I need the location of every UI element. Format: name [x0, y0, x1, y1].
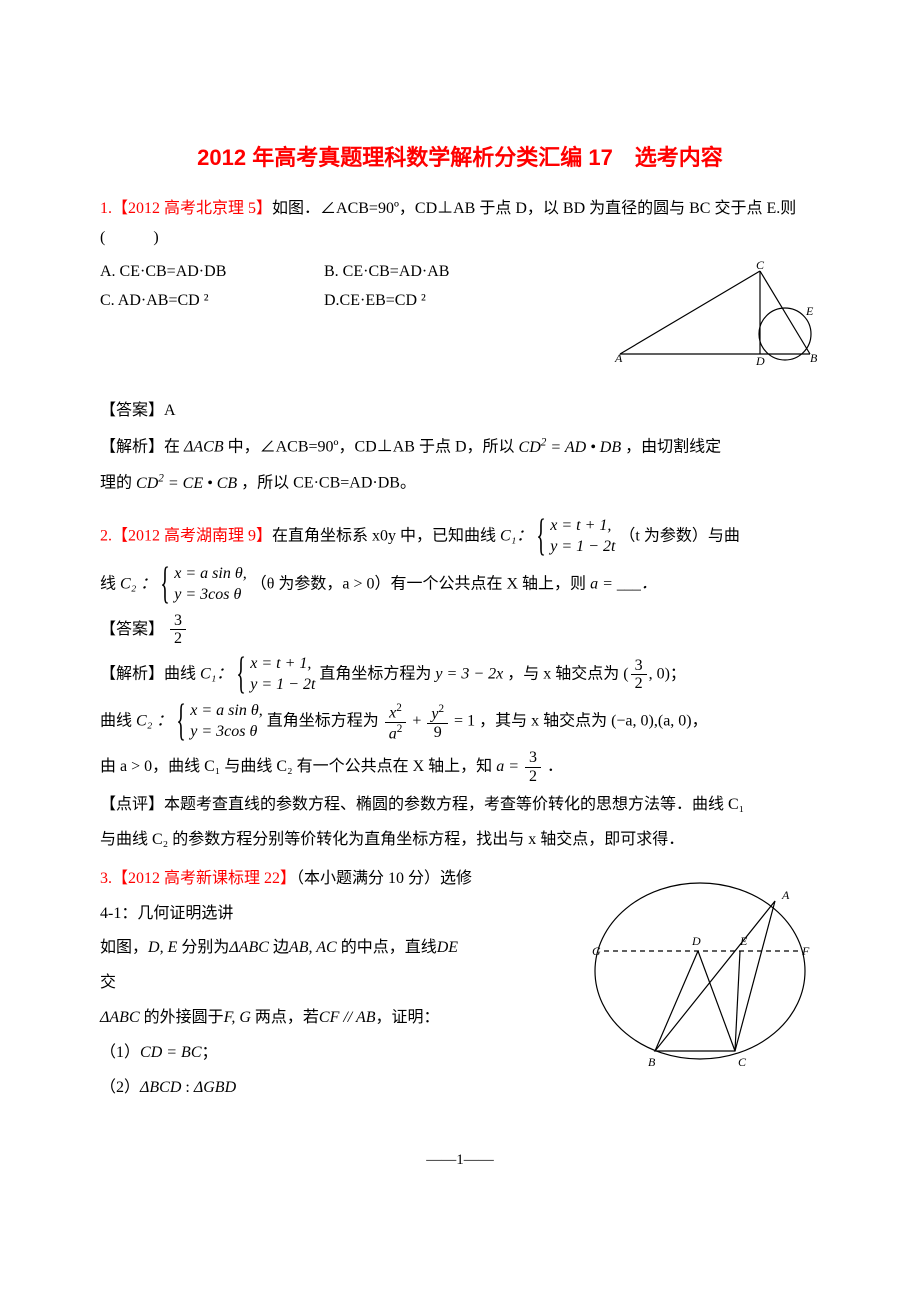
q2-stem-l2: 线 C₂ ： x = a sin θ, y = 3cos θ （θ 为参数，a …: [100, 564, 820, 606]
fig1-label-c: C: [756, 259, 765, 272]
q2-sys2: x = a sin θ, y = 3cos θ: [160, 564, 246, 606]
q1-exp-mid2: ，由切割线定: [625, 439, 721, 456]
q1-explain-line2: 理的 CD2 = CE • CB ，所以 CE·CB=AD·DB。: [100, 468, 820, 498]
q2-exp-mid2: ，与 x 轴交点为: [507, 665, 619, 682]
q1-tag: 1.【2012 高考北京理 5】: [100, 200, 272, 217]
q2-exp-c2-mid: 直角坐标方程为: [267, 713, 379, 730]
q2-exp-last-dot: ．: [547, 758, 563, 775]
fig2-label-e: E: [739, 934, 748, 948]
q1-figure: A B C D E: [610, 259, 820, 378]
q3-head-text: （本小题满分 10 分）选修: [296, 870, 472, 887]
q2-comment-l2: 与曲线 C₂ 的参数方程分别等价转化为直角坐标方程，找出与 x 轴交点，即可求得…: [100, 826, 820, 855]
q2-explain-l1: 【解析】曲线 C₁： x = t + 1, y = 1 − 2t 直角坐标方程为…: [100, 654, 820, 696]
q2-stem-b: （t 为参数）与曲: [619, 528, 739, 545]
q2-stem-l1: 2.【2012 高考湖南理 9】在直角坐标系 x0y 中，已知曲线 C₁： x …: [100, 516, 820, 558]
q1-stem: 1.【2012 高考北京理 5】如图．∠ACB=90º，CD⊥AB 于点 D，以…: [100, 195, 820, 253]
q2-exp-c2-tail: ，其与 x 轴交点为 (−a, 0),(a, 0)，: [479, 713, 708, 730]
q1-opt-b: B. CE·CB=AD·AB: [324, 259, 544, 285]
q2-blank: a = ___．: [590, 575, 657, 592]
q2-exp-c2: C₂ ：: [136, 713, 172, 730]
q2-comment-l1: 【点评】本题考查直线的参数方程、椭圆的参数方程，考查等价转化的思想方法等．曲线 …: [100, 791, 820, 820]
fig1-label-b: B: [810, 351, 818, 365]
q2-ans-pre: 【答案】: [100, 620, 164, 637]
q2-exp-mid1: 直角坐标方程为: [319, 665, 431, 682]
q1-opt-a: A. CE·CB=AD·DB: [100, 259, 320, 285]
q2-explain-l2: 曲线 C₂ ： x = a sin θ, y = 3cos θ 直角坐标方程为 …: [100, 701, 820, 743]
q2-exp-pre: 【解析】曲线: [100, 665, 196, 682]
q1-exp-pre: 【解析】在: [100, 439, 180, 456]
fig2-label-g: G: [592, 944, 601, 958]
q2-ell-frac2: y2 9: [427, 703, 448, 742]
q2-ans-frac: 3 2: [170, 612, 186, 648]
page-footer: ——1——: [100, 1148, 820, 1172]
q1-tri: ΔACB: [184, 439, 224, 456]
q2-exp-c2-pre: 曲线: [100, 713, 132, 730]
page-title: 2012 年高考真题理科数学解析分类汇编 17 选考内容: [100, 140, 820, 175]
q2-exp-pt-frac: 3 2: [631, 657, 647, 693]
fig2-label-d: D: [691, 934, 701, 948]
q2-c2-label: C₂ ：: [120, 575, 156, 592]
q2-exp-last-frac: 3 2: [525, 749, 541, 785]
q2-answer: 【答案】 3 2: [100, 612, 820, 648]
q3-figure: A B C D E F G: [580, 871, 820, 1080]
q2-ell-frac1: x2 a2: [385, 702, 407, 743]
q2-tag: 2.【2012 高考湖南理 9】: [100, 528, 272, 545]
fig2-label-b: B: [648, 1055, 656, 1069]
q1-exp-l2b: ，所以 CE·CB=AD·DB。: [241, 475, 416, 492]
q2-ell-eq-end: = 1: [454, 713, 475, 730]
fig1-label-e: E: [805, 304, 814, 318]
q2-exp-sys1: x = t + 1, y = 1 − 2t: [236, 654, 315, 696]
q2-exp-sys2: x = a sin θ, y = 3cos θ: [176, 701, 262, 743]
q2-c1-label: C₁：: [500, 528, 532, 545]
q2-exp-c1: C₁：: [200, 665, 232, 682]
fig2-label-c: C: [738, 1055, 747, 1069]
fig2-label-a: A: [781, 888, 790, 902]
q1-exp-l2a: 理的: [100, 475, 132, 492]
q2-exp-pt-tail: , 0)；: [649, 665, 686, 682]
q3-tag: 3.【2012 高考新课标理 22】: [100, 870, 296, 887]
q2-exp-last-pre: 由 a > 0，曲线 C₁ 与曲线 C₂ 有一个公共点在 X 轴上，知: [100, 758, 492, 775]
q2-exp-eq1: y = 3 − 2x: [435, 665, 503, 682]
q2-stem-c-post: （θ 为参数，a > 0）有一个公共点在 X 轴上，则: [251, 575, 586, 592]
fig2-label-f: F: [801, 944, 810, 958]
q2-sys1: x = t + 1, y = 1 − 2t: [536, 516, 615, 558]
q2-stem-c-pre: 线: [100, 575, 116, 592]
q2-exp-last-eq-l: a =: [496, 758, 519, 775]
q1-eq1: CD2 = AD • DB: [519, 439, 622, 456]
q2-stem-a: 在直角坐标系 x0y 中，已知曲线: [272, 528, 496, 545]
q1-opt-d: D.CE·EB=CD ²: [324, 288, 544, 314]
q1-explain-line1: 【解析】在 ΔACB 中，∠ACB=90º，CD⊥AB 于点 D，所以 CD2 …: [100, 432, 820, 462]
q1-opt-c: C. AD·AB=CD ²: [100, 288, 320, 314]
q1-eq2: CD2 = CE • CB: [136, 475, 237, 492]
q2-explain-l3: 由 a > 0，曲线 C₁ 与曲线 C₂ 有一个公共点在 X 轴上，知 a = …: [100, 749, 820, 785]
fig1-label-d: D: [755, 354, 765, 368]
q1-exp-mid1: 中，∠ACB=90º，CD⊥AB 于点 D，所以: [228, 439, 515, 456]
fig1-label-a: A: [614, 351, 623, 365]
q1-answer: 【答案】A: [100, 397, 820, 426]
